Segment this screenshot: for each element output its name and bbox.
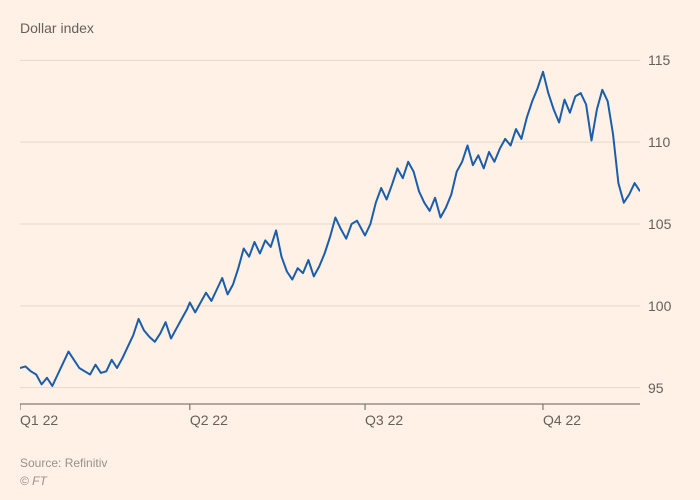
x-tick-label: Q3 22 — [365, 412, 403, 428]
x-tick-label: Q2 22 — [190, 412, 228, 428]
y-axis-title: Dollar index — [20, 20, 680, 36]
plot-area: 95100105110115 Q1 22Q2 22Q3 22Q4 22 — [20, 44, 640, 404]
x-tick-label: Q4 22 — [543, 412, 581, 428]
y-tick-label: 105 — [648, 216, 671, 232]
chart-svg — [20, 44, 640, 444]
y-tick-label: 115 — [648, 52, 670, 68]
copyright-text: © FT — [20, 474, 107, 488]
y-tick-label: 110 — [648, 134, 670, 150]
chart-footer: Source: Refinitiv © FT — [20, 456, 107, 488]
y-tick-label: 95 — [648, 380, 664, 396]
source-text: Source: Refinitiv — [20, 456, 107, 470]
y-tick-label: 100 — [648, 298, 671, 314]
x-tick-label: Q1 22 — [20, 412, 58, 428]
chart-container: Dollar index 95100105110115 Q1 22Q2 22Q3… — [0, 0, 700, 500]
data-line — [20, 72, 640, 386]
